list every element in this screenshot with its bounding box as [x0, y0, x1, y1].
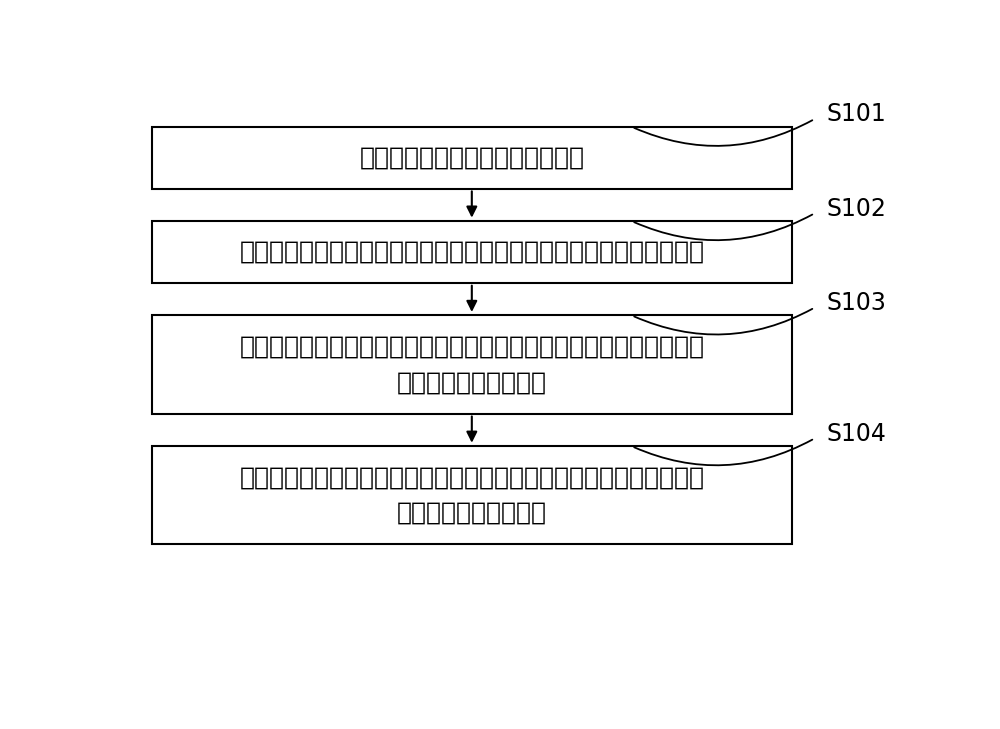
Text: S103: S103 [826, 291, 886, 315]
FancyArrowPatch shape [634, 309, 812, 335]
Text: S101: S101 [826, 102, 886, 126]
Bar [152, 221, 792, 283]
Text: 在所述井网单元内进行铀矿的溶浸模拟试验，生成所述井网单元对应的
最优单元井网设置方案: 在所述井网单元内进行铀矿的溶浸模拟试验，生成所述井网单元对应的 最优单元井网设置… [239, 335, 704, 394]
Text: 建立目标矿区对应的三维地质模型: 建立目标矿区对应的三维地质模型 [359, 146, 584, 170]
Bar [152, 316, 792, 413]
Text: 根据所述最优单元井网设置方案在所述三维地质模型中生成所述目标矿
区对应的井网设置方案: 根据所述最优单元井网设置方案在所述三维地质模型中生成所述目标矿 区对应的井网设置… [239, 466, 704, 525]
Bar [152, 127, 792, 189]
Text: S104: S104 [826, 422, 886, 446]
FancyArrowPatch shape [634, 120, 812, 146]
FancyArrowPatch shape [634, 214, 812, 240]
Text: S102: S102 [826, 197, 886, 221]
FancyArrowPatch shape [634, 440, 812, 465]
Text: 在所述三维地质模型中选取预设水平面积对应的三维区域作为井网单元: 在所述三维地质模型中选取预设水平面积对应的三维区域作为井网单元 [239, 240, 704, 264]
Bar [152, 446, 792, 545]
